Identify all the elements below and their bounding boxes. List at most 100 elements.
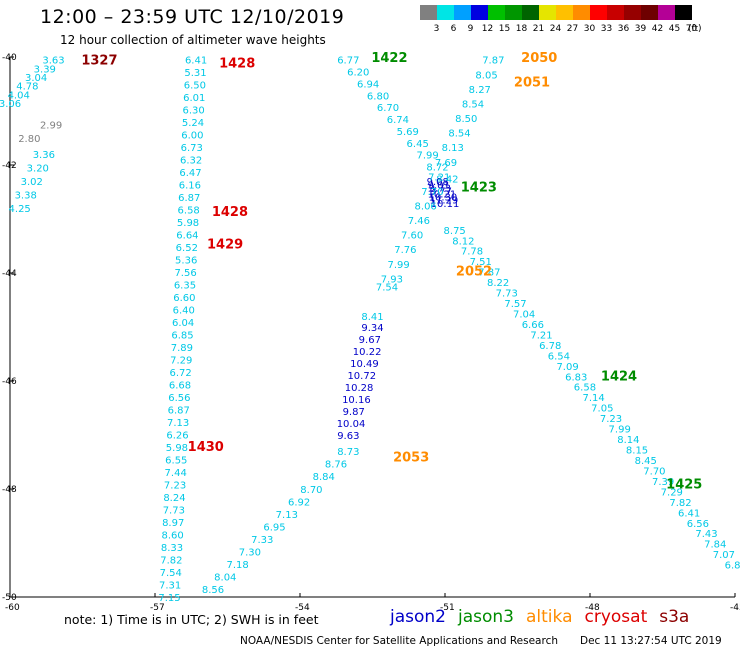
wave-height-value: 9.63 [337,431,359,442]
legend-label: 18 [515,24,528,34]
wave-height-value: 6.54 [548,351,570,362]
legend-label: 42 [651,24,664,34]
wave-height-value: 11.29 [430,196,459,207]
wave-height-value: 5.69 [397,127,419,138]
legend-label: 36 [617,24,630,34]
wave-height-value: 6.95 [263,522,285,533]
wave-height-value: 7.60 [401,231,423,242]
wave-height-value: 8.06 [415,202,437,213]
wave-height-value: 5.36 [175,256,197,267]
legend-swatch [675,5,692,20]
wave-height-value: 7.43 [695,529,717,540]
legend-swatch [505,5,522,20]
wave-height-value: 7.30 [239,547,261,558]
wave-height-value: 10.28 [345,383,374,394]
wave-height-value: 9.77 [430,186,452,197]
legend-label: 33 [600,24,613,34]
wave-height-value: 6.26 [166,431,188,442]
wave-height-value: 3.63 [42,56,64,67]
wave-height-value: 10.72 [347,371,376,382]
wave-height-value: 7.07 [713,550,735,561]
wave-height-value: 9.01 [428,180,450,191]
legend-swatch [556,5,573,20]
wave-height-value: 7.31 [159,581,181,592]
lat-tick-label: -44 [2,269,17,279]
wave-height-value: 3.20 [27,164,49,175]
wave-height-value: 9.34 [361,323,383,334]
wave-height-value: 10.21 [428,190,457,201]
wave-height-value: 7.13 [167,418,189,429]
pass-number-label: 2051 [514,75,550,90]
wave-height-value: 7.46 [408,216,430,227]
wave-height-value: 6.40 [173,306,195,317]
wave-height-value: 7.23 [164,481,186,492]
wave-height-value: 7.29 [661,487,683,498]
wave-height-value: 7.93 [381,274,403,285]
legend-label: 6 [450,24,457,34]
pass-number-label: 1327 [81,54,117,69]
lon-tick-label: -57 [150,603,165,613]
wave-height-value: 6.72 [169,368,191,379]
footer-note: note: 1) Time is in UTC; 2) SWH is in fe… [64,612,319,627]
wave-height-value: 8.60 [161,531,183,542]
wave-height-value: 8.15 [626,446,648,457]
wave-height-value: 6.55 [165,456,187,467]
wave-height-value: 4.04 [8,90,30,101]
wave-height-value: 4.25 [9,204,31,215]
wave-height-value: 7.44 [165,468,187,479]
wave-height-value: 6.70 [377,103,399,114]
wave-height-value: 7.23 [600,414,622,425]
wave-height-value: 8.54 [462,99,484,110]
wave-height-value: 7.82 [669,498,691,509]
wave-height-value: 10.30 [429,193,458,204]
wave-height-value: 7.54 [376,283,398,294]
legend-swatch [607,5,624,20]
wave-height-value: 7.54 [160,568,182,579]
wave-height-value: 7.87 [478,268,500,279]
wave-height-value: 2.99 [40,121,62,132]
wave-height-value: 8.70 [300,485,322,496]
wave-height-value: 7.70 [643,466,665,477]
wave-height-value: 6.60 [173,293,195,304]
lat-tick-label: -50 [2,593,17,603]
mission-cryosat: cryosat [584,607,648,627]
wave-height-value: 7.82 [160,556,182,567]
wave-height-value: 8.84 [313,472,335,483]
wave-height-value: 7.04 [513,310,535,321]
pass-number-label: 1425 [666,478,702,493]
pass-number-label: 2053 [393,451,429,466]
wave-height-value: 7.51 [470,257,492,268]
pass-number-label: 1430 [188,440,224,455]
legend-swatch [420,5,437,20]
wave-height-value: 6.20 [347,68,369,79]
wave-height-value: 8.54 [448,129,470,140]
wave-height-value: 8.24 [163,493,185,504]
pass-number-label: 1424 [601,370,637,385]
legend-label: 12 [481,24,494,34]
legend-label: 24 [549,24,562,34]
wave-height-value: 3.38 [15,191,37,202]
wave-height-value: 7.21 [530,330,552,341]
legend-swatch [471,5,488,20]
generated-time: Dec 11 13:27:54 UTC 2019 [580,635,722,647]
credit-text: NOAA/NESDIS Center for Satellite Applica… [240,635,558,647]
wave-height-value: 6.56 [168,393,190,404]
lon-tick-label: -45 [730,603,740,613]
chart-subtitle: 12 hour collection of altimeter wave hei… [60,33,326,47]
wave-height-value: 9.67 [359,335,381,346]
wave-height-value: 4.78 [16,82,38,93]
wave-height-value: 5.31 [184,68,206,79]
wave-height-value: 8.42 [436,175,458,186]
wave-height-value: 9.73 [429,183,451,194]
lon-tick-label: -51 [440,603,455,613]
wave-height-value: 7.87 [482,56,504,67]
wave-height-value: 8.33 [161,543,183,554]
wave-height-value: 9.87 [343,407,365,418]
wave-height-value: 6.00 [181,131,203,142]
wave-height-value: 6.52 [176,243,198,254]
wave-height-value: 10.11 [431,199,460,210]
wave-height-value: 5.24 [182,118,204,129]
wave-height-value: 10.49 [350,359,379,370]
wave-height-value: 8.72 [426,163,448,174]
lon-tick-label: -54 [295,603,310,613]
